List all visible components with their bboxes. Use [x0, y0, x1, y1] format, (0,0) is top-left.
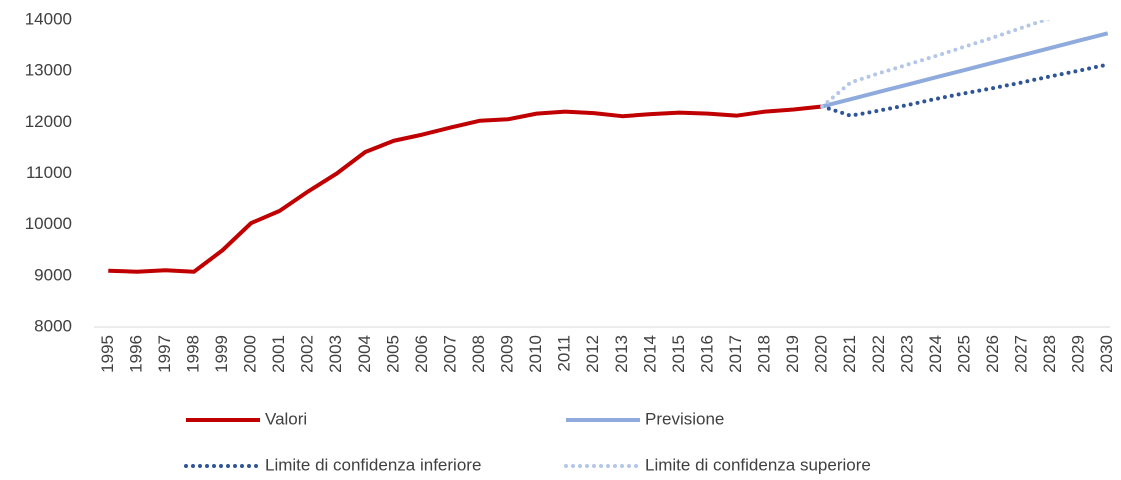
x-tick-label: 2009 [498, 335, 517, 373]
x-tick-label: 1999 [212, 335, 231, 373]
x-tick-label: 2005 [383, 335, 402, 373]
x-tick-label: 2006 [412, 335, 431, 373]
y-tick-label: 13000 [25, 61, 72, 80]
x-tick-label: 1996 [126, 335, 145, 373]
x-tick-label: 2011 [555, 335, 574, 372]
x-tick-label: 2029 [1069, 335, 1088, 373]
x-tick-label: 2030 [1097, 335, 1116, 373]
y-tick-label: 9000 [34, 265, 72, 284]
x-tick-label: 2028 [1040, 335, 1059, 373]
x-tick-label: 2012 [583, 335, 602, 373]
x-tick-label: 1998 [183, 335, 202, 373]
x-tick-label: 2010 [526, 335, 545, 373]
x-tick-label: 2014 [640, 335, 659, 373]
x-tick-label: 2017 [726, 335, 745, 373]
x-tick-label: 2019 [783, 335, 802, 373]
y-tick-label: 11000 [26, 163, 72, 182]
x-tick-label: 2007 [440, 335, 459, 373]
x-tick-label: 2018 [755, 335, 774, 373]
series-line [108, 104, 823, 274]
x-tick-label: 2027 [1012, 335, 1031, 373]
legend-label: Valori [265, 409, 307, 428]
x-tick-label: 2026 [983, 335, 1002, 373]
x-tick-label: 2003 [326, 335, 345, 373]
plot-area [108, 20, 1110, 274]
x-tick-label: 2022 [869, 335, 888, 373]
x-tick-label: 2000 [241, 335, 260, 373]
x-tick-label: 2021 [840, 335, 859, 373]
x-tick-label: 2023 [897, 335, 916, 373]
series-line [820, 62, 1110, 118]
x-tick-label: 2025 [954, 335, 973, 373]
series-line [821, 31, 1109, 109]
y-tick-label: 12000 [25, 112, 72, 131]
legend-label: Limite di confidenza inferiore [265, 455, 481, 474]
x-tick-label: 1995 [98, 335, 117, 373]
legend-label: Limite di confidenza superiore [645, 455, 871, 474]
x-tick-label: 1997 [155, 335, 174, 373]
x-tick-label: 2013 [612, 335, 631, 373]
y-tick-label: 8000 [34, 316, 72, 335]
x-tick-label: 2002 [298, 335, 317, 373]
legend-label: Previsione [645, 409, 724, 428]
x-tick-label: 2004 [355, 335, 374, 373]
x-tick-label: 2001 [269, 335, 288, 373]
x-tick-label: 2020 [812, 335, 831, 373]
y-tick-label: 14000 [25, 9, 72, 28]
series-line [820, 20, 1051, 109]
y-tick-label: 10000 [25, 214, 72, 233]
x-tick-label: 2024 [926, 335, 945, 373]
x-tick-label: 2015 [669, 335, 688, 373]
x-tick-label: 2016 [697, 335, 716, 373]
x-tick-label: 2008 [469, 335, 488, 373]
